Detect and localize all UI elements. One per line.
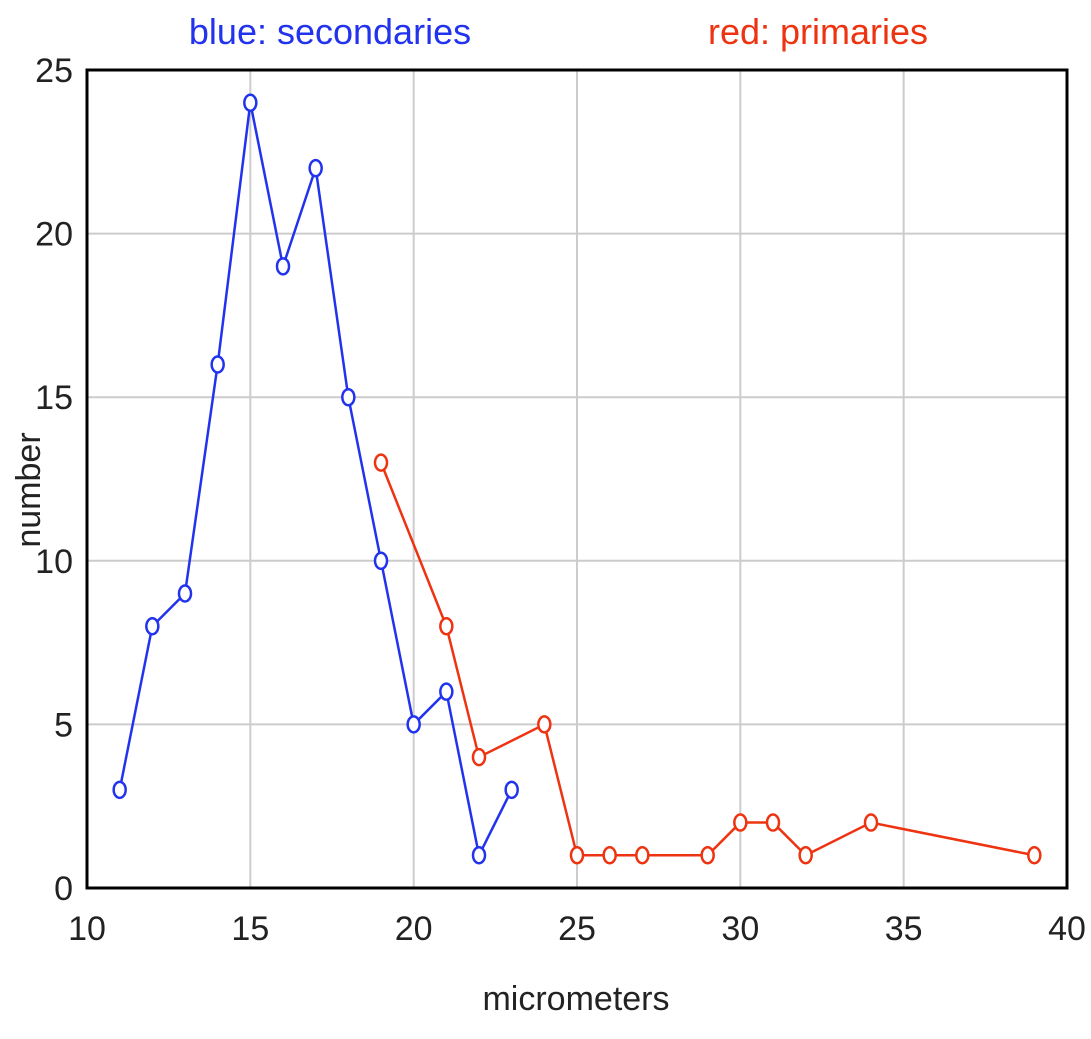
data-point: [602, 846, 617, 865]
data-point: [373, 453, 389, 472]
data-point: [210, 355, 225, 374]
data-point: [177, 584, 193, 603]
series-secondaries: [112, 93, 519, 865]
data-point: [569, 846, 585, 865]
data-point: [373, 551, 389, 571]
data-point: [700, 846, 715, 865]
series-layer: [112, 93, 1042, 865]
data-point: [406, 715, 421, 734]
data-point: [243, 93, 258, 112]
legend-secondaries: blue: secondaries: [189, 11, 471, 52]
y-tick-label: 15: [35, 379, 73, 417]
data-point: [733, 813, 748, 832]
x-tick-label: 35: [885, 910, 923, 948]
data-point: [863, 813, 879, 832]
plot-frame: [85, 68, 1069, 890]
y-tick-label: 0: [54, 870, 73, 908]
data-point: [341, 387, 356, 407]
data-point: [439, 616, 454, 636]
data-point: [635, 846, 650, 865]
data-point: [1027, 846, 1042, 865]
data-point: [439, 682, 454, 701]
legend-primaries: red: primaries: [708, 11, 928, 52]
y-tick-label: 20: [35, 216, 73, 254]
grid-lines: [86, 69, 1068, 889]
x-axis-title: micrometers: [482, 980, 669, 1018]
data-point: [308, 158, 323, 178]
x-tick-label: 25: [558, 910, 596, 948]
series-primaries: [373, 453, 1042, 865]
x-tick-label: 10: [68, 910, 106, 948]
data-point: [471, 747, 487, 767]
data-point: [537, 715, 552, 734]
axis-labels: 10 15 20 25 30 35 40 0 5 10 15 20 25: [35, 52, 1086, 948]
data-point: [275, 257, 291, 276]
data-point: [471, 846, 487, 865]
y-tick-label: 5: [54, 706, 73, 744]
data-point: [112, 780, 127, 800]
x-tick-label: 20: [395, 910, 433, 948]
data-point: [145, 616, 160, 636]
y-tick-label: 10: [35, 543, 73, 581]
x-tick-label: 30: [721, 910, 759, 948]
y-tick-label: 25: [35, 52, 73, 90]
series-line: [379, 462, 1035, 857]
data-point: [504, 780, 519, 800]
x-tick-label: 15: [231, 910, 269, 948]
x-tick-label: 40: [1048, 910, 1086, 948]
data-point: [765, 813, 781, 832]
series-line: [118, 102, 513, 860]
data-point: [798, 846, 813, 865]
y-axis-title: number: [10, 432, 48, 547]
